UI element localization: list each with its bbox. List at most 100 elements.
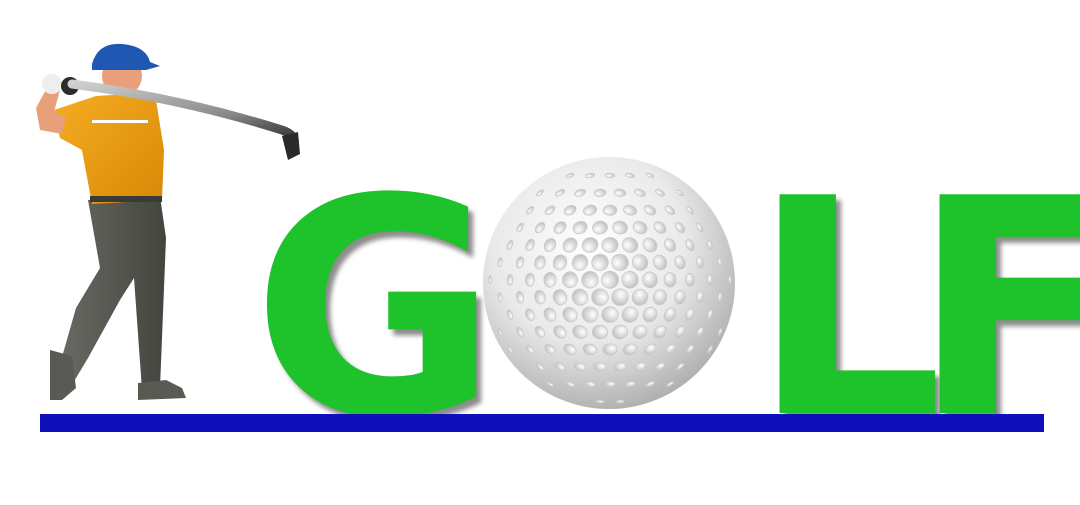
golf-ball-dimple <box>632 325 648 339</box>
golf-ball-dimple <box>581 271 599 289</box>
golf-ball-dimple <box>643 343 657 356</box>
golf-ball-dimple <box>653 325 667 339</box>
golf-ball-dimple <box>516 222 524 233</box>
golf-ball-dimple <box>696 256 704 269</box>
golf-ball-dimple <box>645 172 655 178</box>
golf-ball-dimple <box>633 362 647 372</box>
golf-ball-dimple <box>674 326 686 338</box>
shirt-logo <box>92 120 148 123</box>
golf-ball-dimple <box>706 240 714 250</box>
golf-ball-dimple <box>534 289 546 305</box>
logo-letter-g: G <box>252 135 499 484</box>
golfer-pants <box>56 196 166 390</box>
golf-ball-dimple <box>654 362 666 371</box>
golf-ball-dimple <box>525 308 535 321</box>
golf-ball-dimple <box>584 172 596 178</box>
golf-ball-dimple <box>631 288 649 306</box>
golfer-glove <box>42 74 62 94</box>
golf-ball-dimple <box>543 272 557 288</box>
golfer-shoe-front <box>138 380 186 400</box>
golf-ball-dimple <box>516 326 524 338</box>
golf-ball-dimple <box>591 288 609 306</box>
golf-ball-dimple <box>655 189 665 197</box>
golf-ball-dimple <box>534 255 546 270</box>
golf-ball-dimple <box>506 309 514 320</box>
golf-ball-dimple <box>581 306 599 323</box>
golf-ball-dimple <box>507 345 513 354</box>
golf-ball-dimple <box>595 399 605 404</box>
golf-ball-dimple <box>685 273 695 287</box>
golf-ball-dimple <box>545 381 555 388</box>
golf-ball-dimple <box>663 272 677 288</box>
golf-ball-dimple <box>581 237 599 253</box>
golf-ball-dimple <box>488 275 492 285</box>
golf-ball-dimple <box>663 238 677 252</box>
golf-ball-dimple <box>717 328 723 336</box>
golf-ball-dimple <box>553 325 567 339</box>
golf-ball-dimple <box>591 324 609 340</box>
golf-ball-dimple <box>613 188 627 197</box>
golf-ball-dimple <box>535 362 545 371</box>
golf-ball-dimple <box>572 220 588 235</box>
golf-ball-dimple <box>674 222 686 234</box>
golf-ball-dimple <box>642 271 658 289</box>
golf-ball-dimple <box>611 288 629 306</box>
golf-ball-dimple <box>625 172 635 178</box>
golf-ball-dimples <box>488 172 732 404</box>
golf-ball-dimple <box>664 344 676 355</box>
golf-ball-dimple <box>565 172 575 178</box>
golf-ball-dimple <box>611 253 629 271</box>
golf-ball-dimple <box>602 343 618 356</box>
golf-ball-dimple <box>601 237 619 253</box>
golf-ball-dimple <box>515 256 525 269</box>
golfer-arm <box>36 86 66 134</box>
golf-ball-dimple <box>591 253 609 271</box>
golf-ball-dimple <box>652 289 668 306</box>
golf-ball-dimple <box>554 189 566 197</box>
golf-ball-dimple <box>552 289 568 306</box>
golf-ball-dimple <box>572 324 588 340</box>
golf-ball-dimple <box>565 381 575 388</box>
golf-ball-dimple <box>604 172 616 178</box>
golf-ball-dimple <box>543 238 557 252</box>
golf-ball-dimple <box>634 188 646 197</box>
logo-letter-l: L <box>752 135 944 484</box>
golf-ball-dimple <box>497 257 503 268</box>
golf-ball-dimple <box>563 343 577 356</box>
golf-ball-dimple <box>728 275 732 284</box>
golfer-shirt <box>54 94 164 204</box>
golf-ball-dimple <box>717 292 723 303</box>
golf-ball-dimple <box>582 343 598 356</box>
golf-ball-dimple <box>613 362 627 372</box>
golf-ball-dimple <box>666 381 674 387</box>
golf-ball-dimple <box>675 363 685 371</box>
golf-ball-dimple <box>632 221 648 235</box>
golf-ball-dimple <box>506 274 514 286</box>
golf-ball-dimple <box>624 381 636 388</box>
golf-ball-dimple <box>707 345 713 354</box>
golf-ball-dimple <box>515 290 525 304</box>
golf-ball-dimple <box>615 399 625 404</box>
golf-ball-dimple <box>623 204 637 216</box>
golf-ball-dimple <box>652 254 668 271</box>
golf-ball-dimple <box>612 220 628 235</box>
golf-ball-dimple <box>497 292 503 303</box>
golf-ball-dimple <box>506 239 514 251</box>
golf-ball-dimple <box>562 306 578 323</box>
golf-ball-dimple <box>525 344 535 355</box>
golf-ball-dimple <box>674 255 686 270</box>
golf-ball-letter-o: O <box>483 157 735 409</box>
golf-ball-dimple <box>562 271 578 289</box>
golf-ball-dimple <box>717 257 723 268</box>
golfer-cap <box>92 43 160 70</box>
baseline-bar <box>40 414 1044 432</box>
golfer-belt <box>90 196 162 202</box>
golf-ball-dimple <box>653 221 667 234</box>
golf-ball-dimple <box>583 204 597 216</box>
golf-ball-dimple <box>696 291 704 304</box>
golf-ball-dimple <box>601 306 619 323</box>
golf-ball-dimple <box>611 324 629 340</box>
golf-ball-dimple <box>685 239 695 251</box>
golf-ball-dimple <box>553 221 567 234</box>
